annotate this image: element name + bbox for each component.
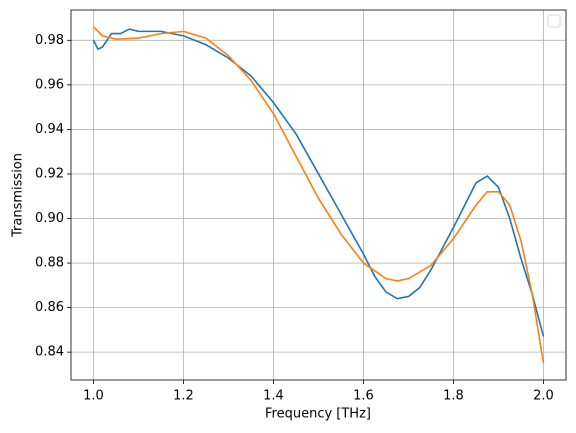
y-tick-label: 0.84 [35, 345, 64, 360]
data-line [92, 26, 545, 364]
axes-frame [70, 9, 567, 381]
y-tick-label: 0.98 [35, 33, 64, 48]
y-tick-label: 0.92 [35, 166, 64, 181]
y-tick-label: 0.88 [35, 256, 64, 271]
y-tick-label: 0.96 [35, 77, 64, 92]
x-tick-label: 1.2 [173, 389, 194, 404]
x-tick-label: 1.0 [83, 389, 104, 404]
data-line [92, 28, 545, 337]
y-tick-label: 0.90 [35, 211, 64, 226]
legend-box [547, 14, 561, 28]
x-tick-label: 1.4 [263, 389, 284, 404]
y-tick-label: 0.86 [35, 300, 64, 315]
x-axis-label: Frequency [THz] [265, 407, 371, 422]
y-tick-label: 0.94 [35, 122, 64, 137]
y-axis-label: Transmission [11, 153, 26, 238]
x-tick-label: 2.0 [533, 389, 554, 404]
x-tick-label: 1.8 [443, 389, 464, 404]
x-tick-label: 1.6 [353, 389, 374, 404]
